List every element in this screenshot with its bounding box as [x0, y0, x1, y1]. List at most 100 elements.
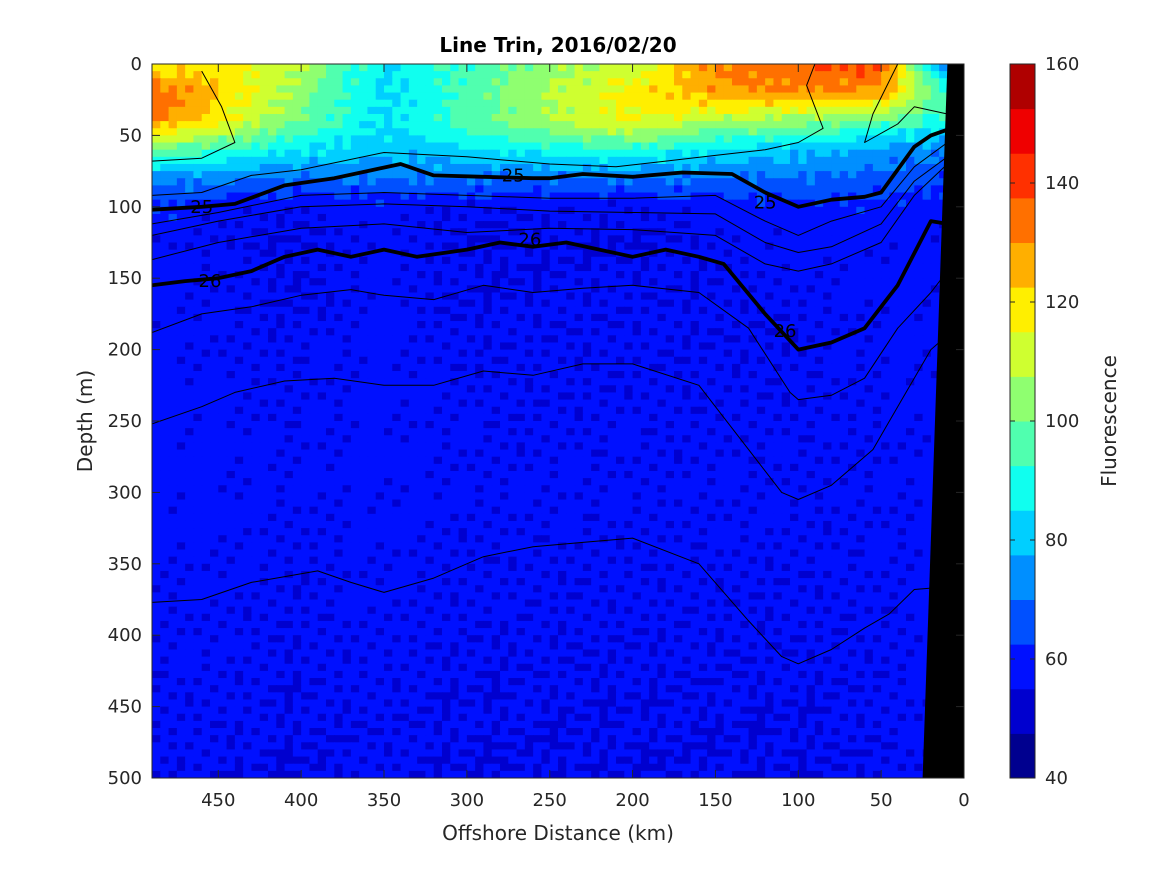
heatmap-cell	[508, 71, 518, 79]
heatmap-cell	[773, 249, 783, 258]
heatmap-cell	[268, 292, 277, 301]
heatmap-cell	[218, 413, 228, 422]
heatmap-cell	[582, 99, 592, 108]
heatmap-cell	[756, 263, 766, 272]
heatmap-cell	[740, 171, 750, 179]
heatmap-cell	[582, 92, 592, 101]
heatmap-cell	[218, 335, 228, 344]
heatmap-cell	[591, 349, 601, 358]
heatmap-cell	[682, 363, 692, 372]
heatmap-cell	[234, 249, 244, 258]
heatmap-cell	[707, 149, 717, 158]
heatmap-cell	[442, 313, 451, 322]
heatmap-cell	[715, 178, 725, 186]
heatmap-cell	[392, 142, 402, 151]
heatmap-cell	[864, 263, 874, 272]
heatmap-cell	[839, 371, 849, 379]
heatmap-cell	[906, 78, 915, 87]
heatmap-cell	[649, 378, 659, 386]
heatmap-cell	[616, 199, 625, 208]
heatmap-cell	[500, 421, 509, 429]
heatmap-cell	[582, 335, 592, 344]
heatmap-cell	[806, 163, 816, 172]
heatmap-cell	[616, 406, 625, 415]
heatmap-cell	[483, 285, 493, 294]
heatmap-cell	[616, 213, 625, 222]
heatmap-cell	[773, 85, 783, 94]
heatmap-cell	[674, 392, 683, 401]
heatmap-cell	[839, 306, 849, 315]
heatmap-cell	[392, 213, 402, 222]
heatmap-cell	[558, 106, 567, 115]
heatmap-cell	[210, 299, 219, 308]
heatmap-cell	[292, 392, 302, 401]
heatmap-cell	[152, 363, 161, 372]
heatmap-cell	[226, 213, 236, 222]
heatmap-cell	[690, 263, 700, 272]
heatmap-cell	[408, 85, 418, 94]
heatmap-cell	[160, 256, 170, 265]
heatmap-cell	[541, 256, 551, 265]
heatmap-cell	[483, 356, 493, 365]
heatmap-cell	[508, 113, 518, 122]
heatmap-cell	[930, 406, 940, 415]
heatmap-cell	[781, 363, 791, 372]
heatmap-cell	[823, 285, 833, 294]
heatmap-cell	[541, 228, 551, 236]
heatmap-cell	[740, 128, 750, 136]
heatmap-cell	[649, 406, 659, 415]
heatmap-cell	[549, 385, 559, 394]
heatmap-cell	[715, 228, 725, 236]
heatmap-cell	[442, 113, 451, 122]
heatmap-cell	[326, 235, 335, 244]
heatmap-cell	[367, 313, 377, 322]
heatmap-cell	[574, 421, 584, 429]
heatmap-cell	[259, 256, 269, 265]
heatmap-cell	[408, 385, 418, 394]
heatmap-cell	[152, 171, 161, 179]
heatmap-cell	[922, 71, 932, 79]
heatmap-cell	[317, 385, 327, 394]
heatmap-cell	[450, 142, 460, 151]
heatmap-cell	[259, 128, 269, 136]
heatmap-cell	[301, 213, 311, 222]
heatmap-cell	[856, 306, 866, 315]
heatmap-cell	[616, 149, 625, 158]
heatmap-cell	[450, 399, 460, 408]
heatmap-cell	[508, 413, 518, 422]
heatmap-cell	[906, 121, 915, 129]
heatmap-cell	[624, 378, 634, 386]
heatmap-cell	[226, 285, 236, 294]
heatmap-cell	[326, 342, 335, 351]
heatmap-cell	[384, 228, 393, 236]
heatmap-cell	[549, 213, 559, 222]
heatmap-cell	[848, 135, 857, 144]
heatmap-cell	[558, 113, 567, 122]
heatmap-cell	[558, 235, 567, 244]
heatmap-cell	[350, 142, 360, 151]
heatmap-cell	[408, 349, 418, 358]
heatmap-cell	[176, 178, 186, 186]
heatmap-cell	[756, 349, 766, 358]
heatmap-cell	[334, 263, 344, 272]
heatmap-cell	[284, 142, 294, 151]
heatmap-cell	[375, 292, 385, 301]
heatmap-cell	[566, 271, 576, 279]
heatmap-cell	[392, 156, 402, 165]
heatmap-cell	[922, 185, 932, 194]
heatmap-cell	[292, 78, 302, 87]
heatmap-cell	[640, 199, 650, 208]
heatmap-cell	[665, 235, 675, 244]
heatmap-cell	[616, 78, 625, 87]
heatmap-cell	[350, 285, 360, 294]
heatmap-cell	[756, 392, 766, 401]
heatmap-cell	[831, 399, 841, 408]
heatmap-cell	[160, 213, 170, 222]
heatmap-cell	[549, 192, 559, 201]
heatmap-cell	[359, 399, 369, 408]
heatmap-cell	[607, 206, 617, 215]
heatmap-cell	[657, 185, 667, 194]
heatmap-cell	[450, 85, 460, 94]
heatmap-cell	[715, 328, 725, 336]
heatmap-cell	[624, 64, 634, 72]
